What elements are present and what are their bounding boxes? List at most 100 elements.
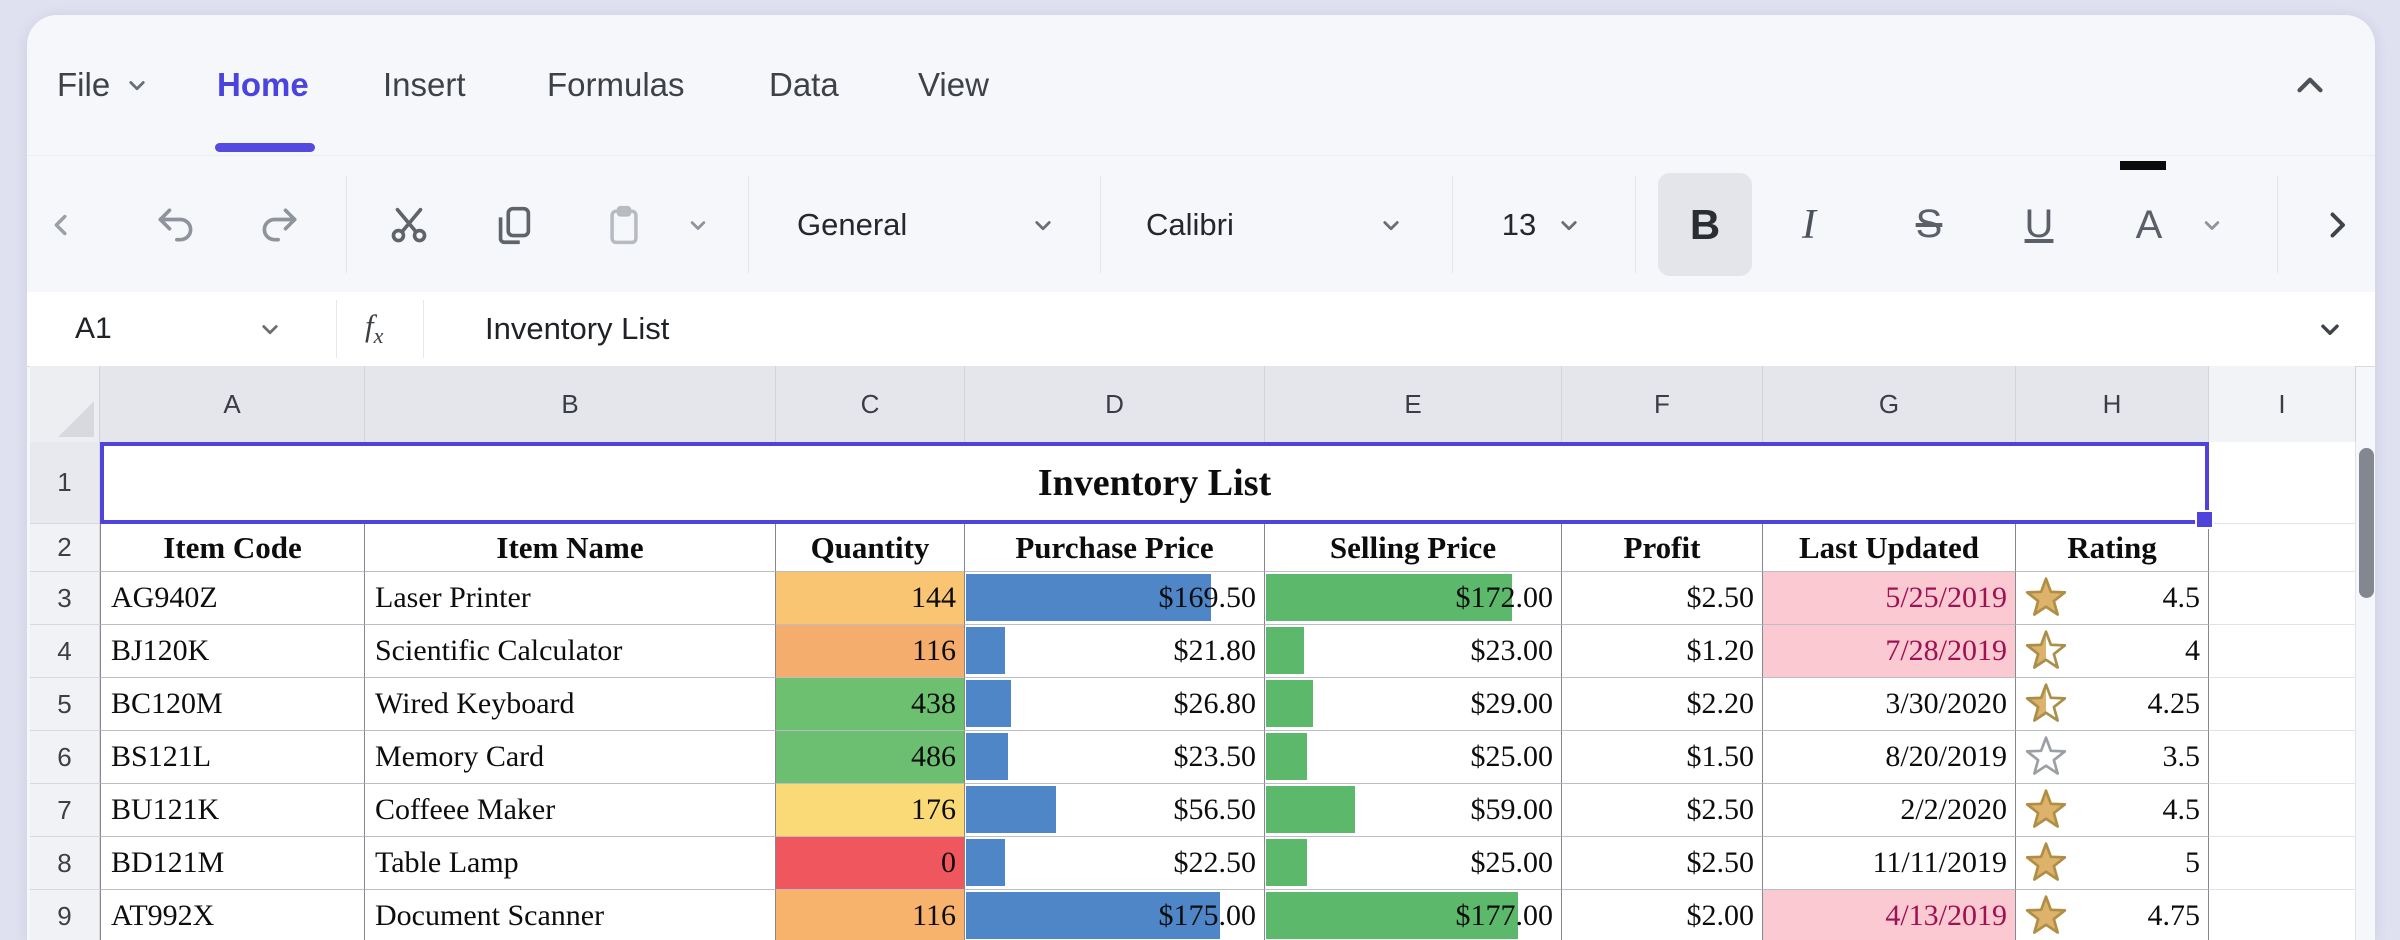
fx-button[interactable]: fx <box>365 292 383 366</box>
empty-cell[interactable] <box>2209 837 2356 890</box>
last-updated-cell[interactable]: 2/2/2020 <box>1763 784 2016 837</box>
profit-cell[interactable]: $2.50 <box>1562 572 1763 625</box>
number-format-dropdown[interactable]: General <box>797 156 977 293</box>
menu-insert[interactable]: Insert <box>383 15 466 155</box>
column-label-cell[interactable]: Item Name <box>365 524 776 572</box>
last-updated-cell[interactable]: 7/28/2019 <box>1763 625 2016 678</box>
column-label-cell[interactable]: Quantity <box>776 524 965 572</box>
row-header-2[interactable]: 2 <box>30 524 100 572</box>
rating-cell[interactable]: 4.75 <box>2016 890 2209 940</box>
quantity-cell[interactable]: 438 <box>776 678 965 731</box>
item-code-cell[interactable]: BJ120K <box>100 625 365 678</box>
redo-button[interactable] <box>252 156 308 293</box>
selling-price-cell[interactable]: $177.00 <box>1265 890 1562 940</box>
column-header-E[interactable]: E <box>1265 366 1562 442</box>
empty-cell[interactable] <box>2209 678 2356 731</box>
column-header-B[interactable]: B <box>365 366 776 442</box>
paste-dropdown[interactable] <box>677 156 719 293</box>
item-code-cell[interactable]: AT992X <box>100 890 365 940</box>
row-header[interactable]: 9 <box>30 890 100 940</box>
undo-button[interactable] <box>147 156 203 293</box>
purchase-price-cell[interactable]: $23.50 <box>965 731 1265 784</box>
purchase-price-cell[interactable]: $175.00 <box>965 890 1265 940</box>
profit-cell[interactable]: $2.20 <box>1562 678 1763 731</box>
quantity-cell[interactable]: 176 <box>776 784 965 837</box>
quantity-cell[interactable]: 486 <box>776 731 965 784</box>
column-header-F[interactable]: F <box>1562 366 1763 442</box>
row-header[interactable]: 7 <box>30 784 100 837</box>
font-size-dropdown[interactable]: 13 <box>1489 156 1549 293</box>
purchase-price-cell[interactable]: $26.80 <box>965 678 1265 731</box>
row-header[interactable]: 6 <box>30 731 100 784</box>
menu-home[interactable]: Home <box>217 15 309 155</box>
profit-cell[interactable]: $1.50 <box>1562 731 1763 784</box>
item-name-cell[interactable]: Coffeee Maker <box>365 784 776 837</box>
purchase-price-cell[interactable]: $21.80 <box>965 625 1265 678</box>
font-name-chevron[interactable] <box>1373 156 1409 293</box>
column-label-cell[interactable]: Purchase Price <box>965 524 1265 572</box>
collapse-ribbon-button[interactable] <box>2289 15 2331 155</box>
column-header-A[interactable]: A <box>100 366 365 442</box>
item-name-cell[interactable]: Document Scanner <box>365 890 776 940</box>
name-box-chevron[interactable] <box>255 292 285 366</box>
last-updated-cell[interactable]: 8/20/2019 <box>1763 731 2016 784</box>
item-code-cell[interactable]: BS121L <box>100 731 365 784</box>
menu-formulas[interactable]: Formulas <box>547 15 685 155</box>
column-header-G[interactable]: G <box>1763 366 2016 442</box>
last-updated-cell[interactable]: 5/25/2019 <box>1763 572 2016 625</box>
column-header-D[interactable]: D <box>965 366 1265 442</box>
empty-cell[interactable] <box>2209 524 2356 572</box>
selling-price-cell[interactable]: $25.00 <box>1265 731 1562 784</box>
menu-file[interactable]: File <box>57 15 152 155</box>
empty-cell[interactable] <box>2209 442 2356 524</box>
more-tools-button[interactable] <box>2311 156 2363 293</box>
rating-cell[interactable]: 3.5 <box>2016 731 2209 784</box>
column-label-cell[interactable]: Item Code <box>100 524 365 572</box>
profit-cell[interactable]: $2.50 <box>1562 837 1763 890</box>
formula-input[interactable]: Inventory List <box>485 292 669 366</box>
last-updated-cell[interactable]: 4/13/2019 <box>1763 890 2016 940</box>
back-button[interactable] <box>37 156 87 293</box>
fill-handle[interactable] <box>2195 510 2214 529</box>
row-header[interactable]: 4 <box>30 625 100 678</box>
item-code-cell[interactable]: BD121M <box>100 837 365 890</box>
row-header[interactable]: 5 <box>30 678 100 731</box>
selling-price-cell[interactable]: $23.00 <box>1265 625 1562 678</box>
quantity-cell[interactable]: 144 <box>776 572 965 625</box>
item-name-cell[interactable]: Table Lamp <box>365 837 776 890</box>
item-code-cell[interactable]: AG940Z <box>100 572 365 625</box>
quantity-cell[interactable]: 116 <box>776 625 965 678</box>
column-label-cell[interactable]: Profit <box>1562 524 1763 572</box>
cut-button[interactable] <box>381 156 437 293</box>
rating-cell[interactable]: 4.5 <box>2016 784 2209 837</box>
paste-button[interactable] <box>596 156 652 293</box>
column-header-C[interactable]: C <box>776 366 965 442</box>
row-header[interactable]: 8 <box>30 837 100 890</box>
empty-cell[interactable] <box>2209 731 2356 784</box>
font-name-dropdown[interactable]: Calibri <box>1146 156 1326 293</box>
strikethrough-button[interactable]: S <box>1899 156 1959 293</box>
quantity-cell[interactable]: 0 <box>776 837 965 890</box>
row-header-1[interactable]: 1 <box>30 442 100 524</box>
last-updated-cell[interactable]: 11/11/2019 <box>1763 837 2016 890</box>
empty-cell[interactable] <box>2209 625 2356 678</box>
last-updated-cell[interactable]: 3/30/2020 <box>1763 678 2016 731</box>
profit-cell[interactable]: $1.20 <box>1562 625 1763 678</box>
vertical-scrollbar-thumb[interactable] <box>2359 448 2374 598</box>
selling-price-cell[interactable]: $25.00 <box>1265 837 1562 890</box>
purchase-price-cell[interactable]: $56.50 <box>965 784 1265 837</box>
font-color-chevron[interactable] <box>2191 156 2233 293</box>
selling-price-cell[interactable]: $59.00 <box>1265 784 1562 837</box>
column-label-cell[interactable]: Rating <box>2016 524 2209 572</box>
purchase-price-cell[interactable]: $22.50 <box>965 837 1265 890</box>
name-box[interactable]: A1 <box>75 292 112 366</box>
profit-cell[interactable]: $2.00 <box>1562 890 1763 940</box>
item-code-cell[interactable]: BC120M <box>100 678 365 731</box>
copy-button[interactable] <box>486 156 542 293</box>
select-all-button[interactable] <box>30 366 100 442</box>
menu-data[interactable]: Data <box>769 15 839 155</box>
rating-cell[interactable]: 4.25 <box>2016 678 2209 731</box>
bold-button[interactable]: B <box>1658 173 1752 276</box>
number-format-chevron[interactable] <box>1025 156 1061 293</box>
expand-formula-bar-button[interactable] <box>2313 292 2347 366</box>
